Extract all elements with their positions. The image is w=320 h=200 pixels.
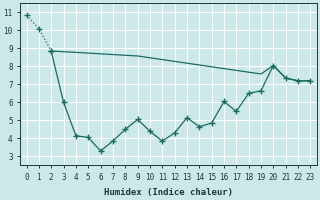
X-axis label: Humidex (Indice chaleur): Humidex (Indice chaleur)	[104, 188, 233, 197]
